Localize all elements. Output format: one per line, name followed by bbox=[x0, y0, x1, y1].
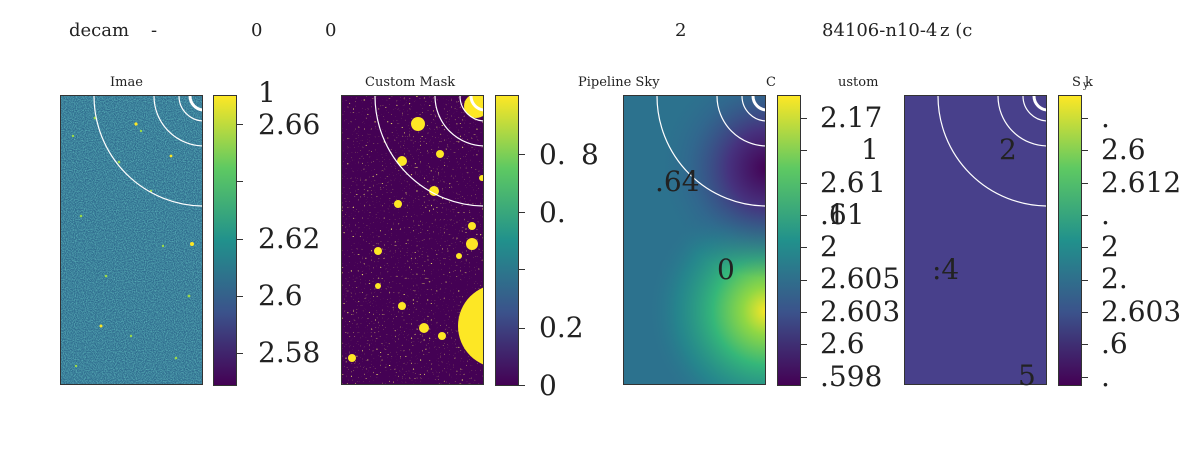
panel-annotation: .64 bbox=[655, 165, 700, 198]
colorbar-tick-label: 2.62 bbox=[258, 222, 321, 255]
colorbar-tick-label: 1 bbox=[868, 166, 886, 199]
colorbar-tick-label: 2.605 bbox=[820, 262, 901, 295]
colorbar-tick bbox=[237, 181, 243, 182]
colorbar-tick bbox=[237, 296, 243, 297]
panel-title-mask: Custom Mask bbox=[365, 75, 456, 90]
colorbar-tick bbox=[1082, 344, 1088, 345]
colorbar-tick bbox=[519, 328, 525, 329]
colorbar-tick-label: 1 bbox=[828, 198, 846, 231]
colorbar-tick bbox=[1082, 247, 1088, 248]
colorbar-tick-label: 1 bbox=[258, 76, 276, 109]
colorbar-tick bbox=[1082, 377, 1088, 378]
colorbar-tick-label: . bbox=[1101, 360, 1110, 393]
colorbar-tick-label: 2.6 bbox=[258, 279, 303, 312]
colorbar-tick-label: .61 bbox=[820, 198, 865, 231]
colorbar-tick-label: 1 bbox=[861, 133, 879, 166]
colorbar-tick-label: 2.6 bbox=[820, 327, 865, 360]
colorbar-tick bbox=[237, 353, 243, 354]
panel-title-extra: C bbox=[766, 75, 776, 90]
colorbar-tick bbox=[801, 344, 807, 345]
colorbar-tick bbox=[1082, 280, 1088, 281]
colorbar bbox=[495, 95, 519, 386]
colorbar-tick bbox=[519, 269, 525, 270]
colorbar-tick-label: 2.17 bbox=[820, 101, 883, 134]
colorbar-tick bbox=[1082, 183, 1088, 184]
header-text: 0 bbox=[325, 20, 337, 41]
header-text: decam bbox=[69, 20, 130, 41]
colorbar-tick-label: 0.2 bbox=[539, 311, 584, 344]
header-text: - bbox=[151, 20, 158, 41]
colorbar-tick-label: 0. bbox=[539, 196, 566, 229]
colorbar-tick bbox=[519, 154, 525, 155]
colorbar-tick-label: 2.6 bbox=[1101, 133, 1146, 166]
colorbar-tick bbox=[801, 118, 807, 119]
header-text: z (c bbox=[940, 20, 973, 41]
header-text: 0 bbox=[251, 20, 263, 41]
colorbar-tick bbox=[237, 124, 243, 125]
panel-annotation: 5 bbox=[1018, 359, 1036, 392]
colorbar-tick bbox=[801, 377, 807, 378]
colorbar-tick-label: 2 bbox=[1101, 230, 1119, 263]
panel-title-custom-sky: ustom bbox=[838, 75, 879, 90]
colorbar-tick-label: 2.603 bbox=[820, 295, 901, 328]
colorbar bbox=[213, 95, 237, 386]
header-text: 84106-n10-4 bbox=[822, 20, 938, 41]
panel-annotation: :4 bbox=[932, 253, 960, 286]
panel-title-pipeline-sky: Pipeline Sky bbox=[578, 75, 660, 90]
custom-sky-panel bbox=[904, 95, 1047, 385]
colorbar-tick-label: 2.6 bbox=[820, 166, 865, 199]
mask-panel bbox=[341, 95, 484, 385]
colorbar-tick bbox=[519, 212, 525, 213]
colorbar-tick-label: 8 bbox=[581, 138, 599, 171]
colorbar-tick bbox=[519, 385, 525, 386]
colorbar-tick bbox=[801, 215, 807, 216]
colorbar-tick bbox=[801, 183, 807, 184]
panel-title-extra: k bbox=[1085, 75, 1093, 90]
panel-title-extra: y bbox=[1083, 80, 1089, 91]
colorbar-tick bbox=[1082, 215, 1088, 216]
colorbar-tick-label: 2.612 bbox=[1101, 166, 1182, 199]
panel-annotation: 2 bbox=[999, 133, 1017, 166]
image-panel bbox=[60, 95, 203, 385]
colorbar-tick bbox=[801, 280, 807, 281]
colorbar-tick bbox=[801, 312, 807, 313]
colorbar-tick bbox=[237, 239, 243, 240]
colorbar-tick-label: 2.603 bbox=[1101, 295, 1182, 328]
colorbar bbox=[777, 95, 801, 386]
colorbar-tick bbox=[801, 247, 807, 248]
colorbar-tick-label: . bbox=[1101, 198, 1110, 231]
colorbar-tick-label: .6 bbox=[1101, 327, 1128, 360]
colorbar-tick bbox=[1082, 150, 1088, 151]
colorbar-tick bbox=[1082, 312, 1088, 313]
colorbar-tick-label: 2.58 bbox=[258, 336, 321, 369]
colorbar bbox=[1058, 95, 1082, 386]
colorbar-tick-label: .598 bbox=[820, 360, 883, 393]
panel-annotation: 0 bbox=[717, 253, 735, 286]
panel-title-image: Imae bbox=[110, 75, 143, 90]
header-text: 2 bbox=[675, 20, 687, 41]
colorbar-tick-label: 2 bbox=[820, 230, 838, 263]
colorbar-tick-label: 2.66 bbox=[258, 108, 321, 141]
colorbar-tick bbox=[1082, 118, 1088, 119]
colorbar-tick-label: 2. bbox=[1101, 262, 1128, 295]
colorbar-tick-label: 0 bbox=[539, 369, 557, 402]
colorbar-tick bbox=[801, 150, 807, 151]
pipeline-sky-panel bbox=[623, 95, 766, 385]
panel-title-extra: S bbox=[1072, 75, 1081, 90]
colorbar-tick-label: 0. bbox=[539, 138, 566, 171]
colorbar-tick-label: . bbox=[1101, 101, 1110, 134]
